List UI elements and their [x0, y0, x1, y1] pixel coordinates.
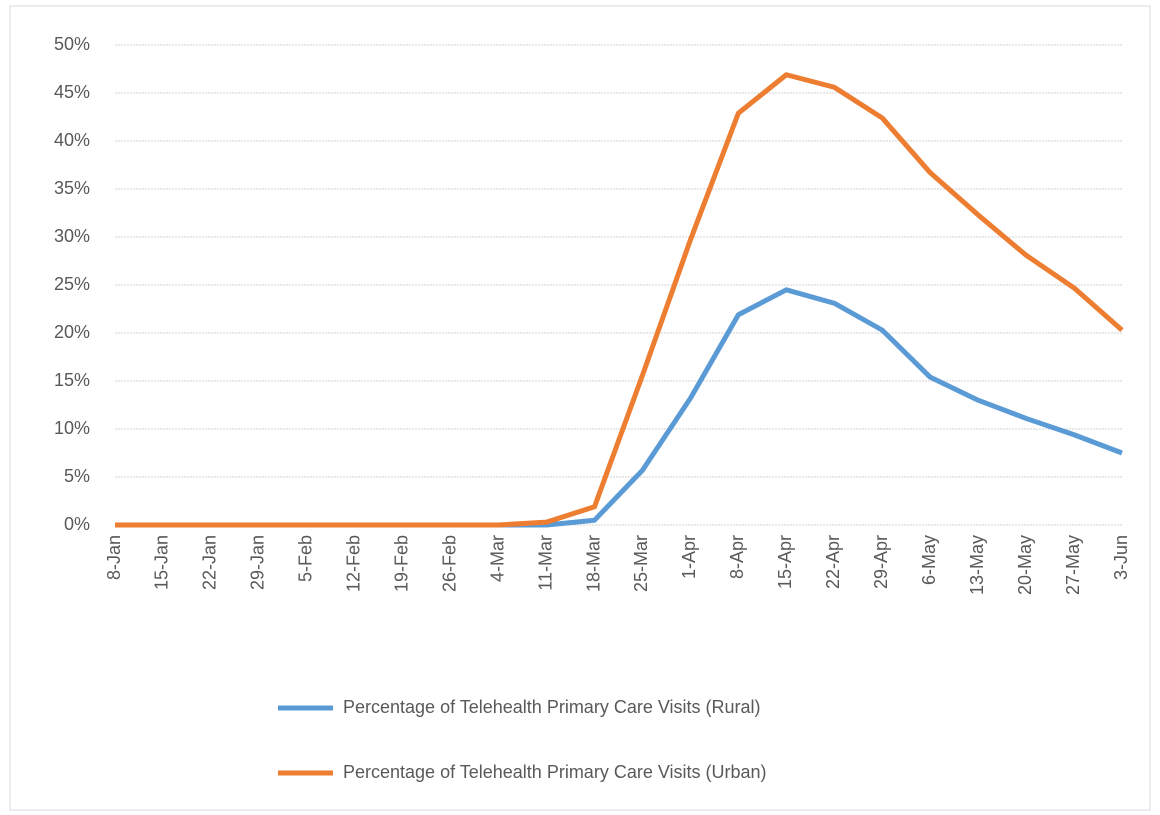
y-tick-label: 45%	[54, 82, 90, 102]
y-tick-label: 35%	[54, 178, 90, 198]
y-tick-label: 30%	[54, 226, 90, 246]
x-tick-label: 6-May	[919, 535, 939, 585]
x-tick-label: 25-Mar	[631, 535, 651, 592]
y-tick-label: 20%	[54, 322, 90, 342]
x-tick-label: 22-Apr	[823, 535, 843, 589]
x-tick-label: 20-May	[1015, 535, 1035, 595]
x-tick-label: 15-Jan	[152, 535, 172, 590]
x-tick-label: 18-Mar	[583, 535, 603, 592]
x-tick-label: 1-Apr	[679, 535, 699, 579]
x-tick-label: 3-Jun	[1111, 535, 1131, 580]
chart-border	[9, 5, 1151, 811]
x-tick-label: 19-Feb	[391, 535, 411, 592]
y-tick-label: 10%	[54, 418, 90, 438]
x-tick-label: 15-Apr	[775, 535, 795, 589]
x-tick-label: 27-May	[1063, 535, 1083, 595]
legend-label: Percentage of Telehealth Primary Care Vi…	[343, 762, 767, 782]
x-tick-label: 4-Mar	[487, 535, 507, 582]
x-tick-label: 8-Jan	[104, 535, 124, 580]
y-tick-label: 25%	[54, 274, 90, 294]
x-tick-label: 5-Feb	[296, 535, 316, 582]
y-tick-label: 40%	[54, 130, 90, 150]
y-tick-label: 5%	[64, 466, 90, 486]
x-tick-label: 12-Feb	[344, 535, 364, 592]
y-tick-label: 0%	[64, 514, 90, 534]
x-tick-label: 11-Mar	[535, 535, 555, 591]
x-tick-label: 26-Feb	[439, 535, 459, 592]
x-tick-label: 29-Apr	[871, 535, 891, 589]
legend-label: Percentage of Telehealth Primary Care Vi…	[343, 697, 761, 717]
y-tick-label: 50%	[54, 34, 90, 54]
x-tick-label: 13-May	[967, 535, 987, 595]
series-line	[115, 72, 1124, 528]
x-tick-label: 22-Jan	[200, 535, 220, 590]
x-tick-label: 29-Jan	[248, 535, 268, 590]
x-tick-label: 8-Apr	[727, 535, 747, 579]
y-tick-label: 15%	[54, 370, 90, 390]
